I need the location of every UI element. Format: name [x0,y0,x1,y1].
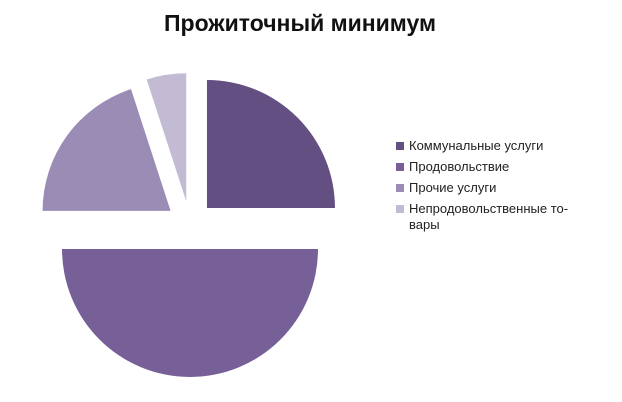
legend-swatch [396,205,404,213]
legend-label: Прочие услуги [409,180,497,195]
legend-item-other-services: Прочие услуги [396,180,596,196]
legend: Коммунальные услуги Продовольствие Прочи… [396,138,596,238]
legend-swatch [396,184,404,192]
legend-item-food: Продовольствие [396,159,596,175]
legend-item-non-food-goods: Непродовольственные то-вары [396,201,596,233]
slice-food [62,249,318,377]
legend-label: Непродовольственные то-вары [409,201,569,232]
legend-label: Продовольствие [409,159,510,174]
slice-utilities [206,80,335,209]
slice-other-services [42,89,171,211]
legend-swatch [396,163,404,171]
legend-item-utilities: Коммунальные услуги [396,138,596,154]
chart-title: Прожиточный минимум [163,10,437,36]
legend-label: Коммунальные услуги [409,138,544,153]
legend-swatch [396,142,404,150]
slice-non-food-goods [146,73,187,202]
